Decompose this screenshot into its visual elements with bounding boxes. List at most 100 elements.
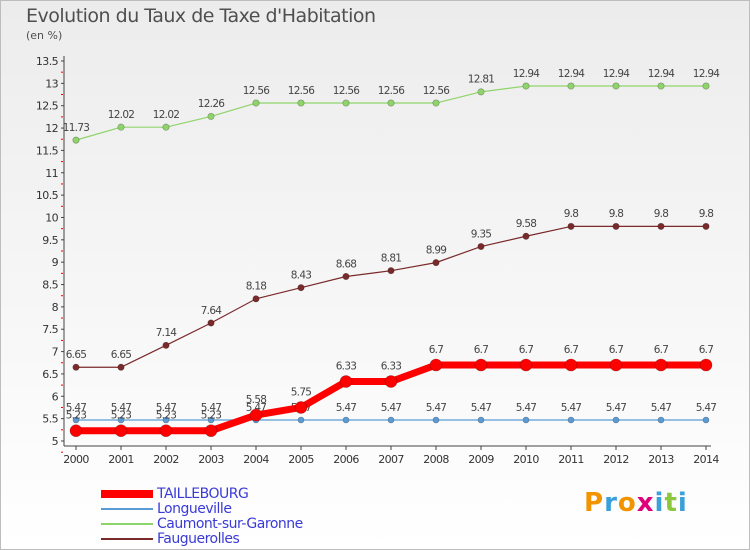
y-tick-label: 5	[52, 435, 59, 448]
data-point-caumont-sur-garonne	[297, 99, 305, 107]
data-label-longueville: 5.47	[156, 402, 177, 414]
data-label-caumont-sur-garonne: 12.56	[288, 85, 316, 97]
data-label-taillebourg: 6.7	[699, 344, 714, 356]
data-label-taillebourg: 5.23	[111, 410, 132, 422]
data-label-caumont-sur-garonne: 12.81	[468, 74, 495, 86]
data-label-fauguerolles: 8.43	[291, 269, 312, 281]
data-label-caumont-sur-garonne: 12.94	[603, 68, 631, 80]
y-tick-label: 12.5	[36, 100, 59, 113]
data-point-longueville	[342, 416, 350, 424]
data-label-fauguerolles: 7.14	[156, 327, 178, 339]
data-point-taillebourg	[429, 358, 443, 372]
data-label-longueville: 5.47	[696, 402, 717, 414]
data-point-caumont-sur-garonne	[72, 136, 80, 144]
x-tick-label: 2000	[63, 453, 89, 466]
data-label-caumont-sur-garonne: 12.94	[513, 68, 541, 80]
data-point-fauguerolles	[477, 243, 485, 251]
logo-letter: t	[664, 488, 678, 518]
data-label-caumont-sur-garonne: 11.73	[63, 122, 90, 134]
data-point-taillebourg	[69, 424, 83, 438]
legend-swatch	[101, 522, 153, 525]
data-point-fauguerolles	[522, 232, 530, 240]
data-label-taillebourg: 5.23	[156, 410, 177, 422]
data-label-fauguerolles: 8.81	[381, 252, 402, 264]
proxiti-logo: Proxiti	[584, 488, 688, 518]
data-point-caumont-sur-garonne	[477, 88, 485, 96]
y-tick-label: 10	[45, 211, 58, 224]
logo-letter: P	[584, 488, 605, 518]
x-tick-label: 2014	[693, 453, 719, 466]
legend-label: TAILLEBOURG	[157, 485, 249, 502]
data-label-caumont-sur-garonne: 12.56	[378, 85, 406, 97]
data-point-caumont-sur-garonne	[612, 82, 620, 90]
data-point-taillebourg	[384, 375, 398, 388]
data-point-fauguerolles	[72, 363, 80, 371]
data-label-fauguerolles: 7.64	[201, 305, 223, 317]
data-label-fauguerolles: 9.58	[516, 218, 537, 230]
data-label-taillebourg: 6.7	[564, 344, 579, 356]
legend-label: Fauguerolles	[157, 530, 240, 547]
x-tick-label: 2008	[423, 453, 449, 466]
legend-item: TAILLEBOURG	[101, 485, 249, 502]
data-point-caumont-sur-garonne	[702, 82, 710, 90]
data-label-caumont-sur-garonne: 12.94	[693, 68, 721, 80]
data-point-fauguerolles	[342, 272, 350, 280]
y-tick-label: 11	[45, 167, 58, 180]
data-point-fauguerolles	[252, 295, 260, 303]
data-point-longueville	[522, 416, 530, 424]
legend-item: Caumont-sur-Garonne	[101, 515, 303, 532]
x-tick-label: 2010	[513, 453, 539, 466]
data-label-longueville: 5.47	[426, 402, 447, 414]
logo-letter: i	[677, 488, 688, 518]
y-tick-label: 13	[45, 77, 58, 90]
legend-item: Fauguerolles	[101, 530, 240, 547]
y-tick-label: 13.5	[36, 55, 59, 68]
data-label-fauguerolles: 8.18	[246, 281, 267, 293]
data-label-fauguerolles: 9.8	[564, 208, 579, 220]
data-point-longueville	[72, 416, 80, 424]
legend-label: Caumont-sur-Garonne	[157, 515, 303, 532]
data-label-taillebourg: 6.7	[654, 344, 669, 356]
logo-letter: i	[654, 488, 665, 518]
data-point-fauguerolles	[567, 222, 575, 230]
data-label-fauguerolles: 9.35	[471, 228, 492, 240]
data-point-taillebourg	[654, 358, 668, 372]
data-label-caumont-sur-garonne: 12.02	[108, 109, 135, 121]
data-label-fauguerolles: 9.8	[654, 208, 669, 220]
data-point-fauguerolles	[162, 341, 170, 349]
legend-swatch	[101, 507, 153, 510]
x-tick-label: 2003	[198, 453, 224, 466]
data-label-taillebourg: 5.75	[291, 386, 312, 398]
data-label-caumont-sur-garonne: 12.02	[153, 109, 180, 121]
data-point-caumont-sur-garonne	[567, 82, 575, 90]
x-tick-label: 2012	[603, 453, 629, 466]
data-point-taillebourg	[609, 358, 623, 372]
x-tick-label: 2013	[648, 453, 674, 466]
x-tick-label: 2006	[333, 453, 359, 466]
data-point-taillebourg	[204, 424, 218, 438]
legend-swatch	[101, 489, 153, 498]
data-point-fauguerolles	[297, 284, 305, 292]
data-point-caumont-sur-garonne	[162, 123, 170, 131]
data-label-longueville: 5.47	[111, 402, 132, 414]
data-point-fauguerolles	[702, 222, 710, 230]
data-label-taillebourg: 5.23	[66, 410, 87, 422]
x-tick-label: 2001	[108, 453, 134, 466]
data-point-taillebourg	[474, 358, 488, 372]
data-point-taillebourg	[564, 358, 578, 372]
data-label-fauguerolles: 9.8	[699, 208, 714, 220]
data-label-longueville: 5.47	[336, 402, 357, 414]
y-tick-label: 11.5	[36, 144, 59, 157]
data-point-caumont-sur-garonne	[657, 82, 665, 90]
y-tick-label: 9	[52, 256, 59, 269]
data-point-taillebourg	[249, 408, 263, 422]
data-point-taillebourg	[159, 424, 173, 438]
data-point-caumont-sur-garonne	[432, 99, 440, 107]
data-point-longueville	[162, 416, 170, 424]
data-point-longueville	[297, 416, 305, 424]
data-label-taillebourg: 6.7	[519, 344, 534, 356]
data-label-taillebourg: 5.58	[246, 394, 267, 406]
data-label-taillebourg: 6.33	[381, 361, 402, 373]
data-point-longueville	[432, 416, 440, 424]
